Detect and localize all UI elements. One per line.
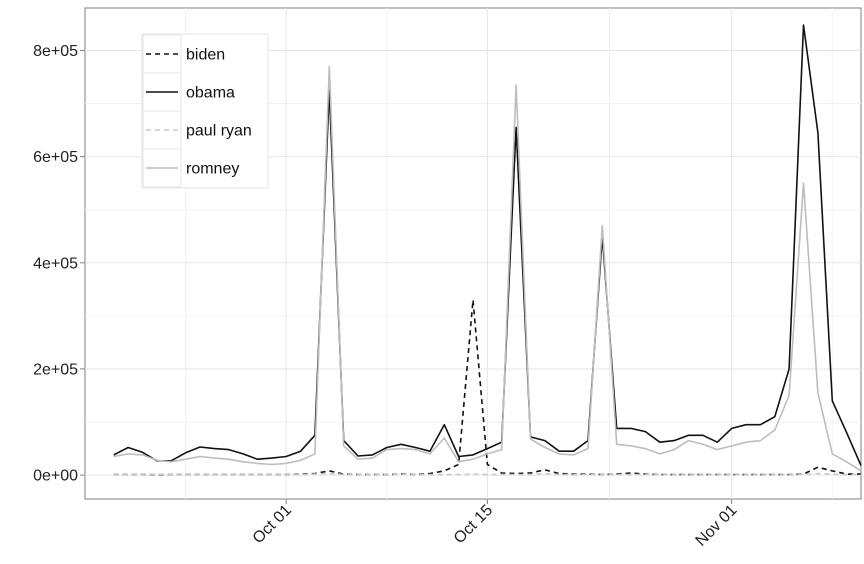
series-line-obama: [113, 24, 862, 466]
legend-label: biden: [186, 47, 225, 64]
y-tick-label: 8e+05: [33, 43, 78, 60]
series-line-romney: [113, 65, 862, 472]
grid-lines: [85, 8, 861, 499]
y-tick-label: 2e+05: [33, 361, 78, 378]
legend-label: romney: [186, 161, 239, 178]
x-tick-label: Oct 01: [250, 502, 295, 547]
series-line-paul-ryan: [113, 472, 861, 476]
legend: biden obama paul ryan romney: [141, 33, 269, 189]
legend-label: obama: [186, 85, 235, 102]
x-tick-label: Nov 01: [693, 502, 741, 550]
x-tick-label: Oct 15: [451, 502, 496, 547]
series-lines: [113, 24, 862, 476]
y-tick-label: 6e+05: [33, 149, 78, 166]
y-axis: 0e+00 2e+05 4e+05 6e+05 8e+05: [33, 43, 85, 485]
y-tick-label: 0e+00: [33, 468, 78, 485]
y-tick-label: 4e+05: [33, 255, 78, 272]
legend-label: paul ryan: [186, 123, 252, 140]
x-axis: Oct 01 Oct 15 Nov 01: [250, 499, 741, 550]
